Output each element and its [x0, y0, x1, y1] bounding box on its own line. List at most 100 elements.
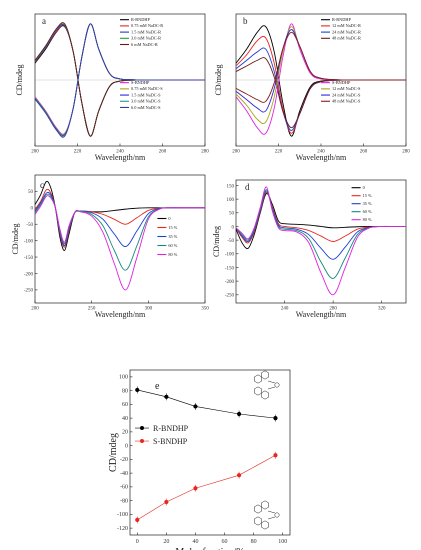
legend-entry: 80 %	[363, 217, 372, 222]
x-tick-label: 100	[278, 539, 287, 545]
legend-entry: 3.0 mM NaDC-R	[131, 36, 161, 41]
x-tick-label: 280	[201, 150, 209, 155]
legend-entry: 12 mM NaDC-R	[332, 23, 361, 28]
y-tick-label: -100	[225, 253, 235, 258]
series-line-a-6	[34, 23, 205, 136]
legend-entry: 60 %	[168, 243, 177, 248]
y-tick-label: -80	[120, 498, 128, 504]
bond-line	[267, 510, 276, 514]
legend-entry: 24 mM NaDC-S	[332, 92, 361, 97]
chart-panel-b: 200 220 240 260 280 Wavelength/nm CD/mdeg b R-BN…	[214, 13, 410, 162]
legend-entry: R-BNDHP	[332, 17, 351, 22]
y-tick-label: 100	[119, 375, 128, 381]
series-line-a-9	[34, 23, 205, 138]
panel-letter: e	[155, 381, 160, 392]
legend-entry: 6 mM NaDC-R	[131, 42, 158, 47]
x-axis-label: Wavelength/nm	[95, 153, 146, 162]
x-tick-label: 250	[88, 307, 96, 312]
y-tick-label: 0	[125, 443, 128, 449]
panel-letter: b	[243, 16, 248, 26]
y-tick-label: -100	[24, 239, 34, 244]
series-line-c-4	[34, 195, 205, 291]
legend-entry: S-BNDHP	[131, 80, 150, 85]
legend-entry: S-BNDHP	[332, 80, 351, 85]
y-tick-label: 80	[122, 388, 128, 394]
x-tick-label: 40	[192, 539, 198, 545]
legend-entry: 15 %	[168, 225, 177, 230]
y-tick-label: 40	[122, 416, 128, 422]
legend-entry: 3.0 mM NaDC-S	[131, 99, 161, 104]
series-line-b-7	[235, 31, 406, 103]
ring-shape	[261, 520, 269, 530]
legend-entry: 1.5 mM NaDC-R	[131, 29, 161, 34]
phosphorus-atom-icon	[274, 512, 280, 518]
series-line-b-0	[235, 25, 406, 137]
plot-frame	[235, 179, 407, 304]
y-tick-label: -100	[117, 512, 128, 518]
legend-entry: 0.75 mM NaDC-R	[131, 23, 163, 28]
y-tick-label: -150	[225, 266, 235, 271]
panel-letter: d	[245, 182, 250, 192]
series-line-b-3	[235, 57, 406, 129]
x-tick-label: 320	[378, 307, 386, 312]
x-tick-label: 280	[402, 150, 410, 155]
y-tick-label: 50	[229, 212, 235, 217]
series-line-b-5	[235, 26, 406, 125]
y-tick-label: 0	[31, 207, 34, 212]
x-tick-label: 240	[116, 150, 124, 155]
x-tick-label: 240	[317, 150, 325, 155]
legend-entry: 6.0 mM NaDC-S	[131, 105, 161, 110]
x-tick-label: 0	[136, 539, 139, 545]
legend-entry: R-BNDHP	[131, 17, 150, 22]
y-axis-label: CD/mdeg	[214, 64, 223, 95]
chart-panel-d: 240 280 320 150 100 50 0 -50 -100 -150 -200 -250 Wav…	[212, 179, 407, 319]
legend-entry: 15 %	[363, 193, 372, 198]
y-tick-label: 50	[28, 190, 34, 195]
binaphthyl-structure-icon	[254, 500, 280, 530]
plot-frame	[129, 369, 291, 536]
x-tick-label: 220	[275, 150, 283, 155]
x-tick-label: 260	[360, 150, 368, 155]
legend-marker	[140, 439, 144, 444]
binaphthyl-structure-icon	[254, 370, 280, 400]
series-line-a-1	[34, 24, 205, 137]
series-line-b-1	[235, 35, 406, 134]
series-line-b-4	[235, 23, 406, 135]
legend-entry: S-BNDHP	[153, 437, 188, 446]
y-tick-label: -50	[227, 239, 234, 244]
x-tick-label: 280	[329, 307, 337, 312]
ring-shape	[254, 374, 262, 384]
legend-entry: 0	[363, 185, 365, 190]
series-line-d-0	[235, 193, 406, 250]
chart-panel-a: 200 220 240 260 280 Wavelength/nm CD/mdeg a R-BN…	[15, 13, 209, 162]
y-tick-label: 60	[122, 402, 128, 408]
series-line-c-0	[34, 180, 205, 251]
x-axis-label: Wavelength/nm	[296, 310, 347, 319]
plot-frame	[34, 174, 206, 304]
legend-entry: 0	[168, 216, 170, 221]
series-line-a-4	[34, 22, 205, 137]
x-tick-label: 80	[251, 539, 257, 545]
y-tick-label: -60	[120, 485, 128, 491]
bond-line	[267, 380, 276, 384]
y-tick-label: -150	[24, 256, 34, 261]
ring-shape	[261, 390, 269, 400]
x-tick-label: 240	[281, 307, 289, 312]
series-line-e-0	[137, 389, 276, 419]
legend-entry: 80 %	[168, 252, 177, 257]
y-tick-label: -200	[24, 272, 34, 277]
ring-shape	[254, 386, 262, 396]
y-tick-label: -40	[120, 471, 128, 477]
y-axis-label: CD/mdeg	[108, 433, 119, 472]
x-tick-label: 200	[31, 307, 39, 312]
chart-panel-e: 0 20 40 60 80 100 100 80 60 40 20 0 -20 -40 -60 -80 -100…	[108, 369, 291, 550]
y-axis-label: CD/mdeg	[15, 64, 24, 95]
legend-entry: 0.75 mM NaDC-S	[131, 86, 163, 91]
x-tick-label: 350	[201, 307, 209, 312]
phosphorus-atom-icon	[274, 382, 280, 388]
series-line-d-1	[235, 191, 406, 244]
x-tick-label: 220	[74, 150, 82, 155]
legend-entry: 35 %	[363, 201, 372, 206]
ring-shape	[261, 370, 269, 380]
x-axis-label: Wavelength/nm	[95, 310, 146, 319]
